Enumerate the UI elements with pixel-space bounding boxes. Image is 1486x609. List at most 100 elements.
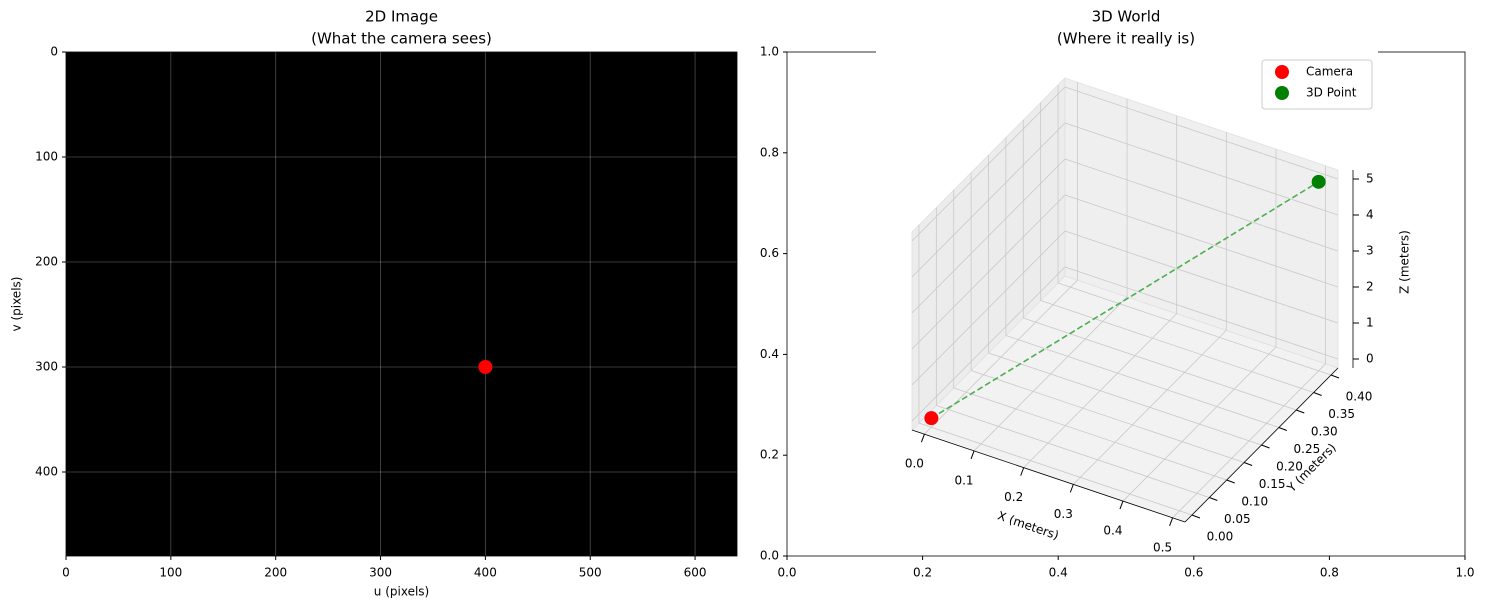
x-tick — [920, 434, 925, 443]
grid-line — [1064, 158, 1339, 252]
y-tick — [1261, 444, 1270, 449]
point — [1311, 174, 1326, 189]
x-tick-label: 300 — [369, 566, 392, 580]
y-tick — [1278, 427, 1288, 431]
plot-background — [66, 52, 737, 556]
grid-line — [918, 422, 1193, 516]
point — [924, 411, 939, 426]
grid-line — [988, 352, 1262, 446]
y-tick — [1226, 479, 1235, 484]
y-tick-label: 0.4 — [760, 347, 779, 361]
y-tick-label: 0.10 — [1241, 495, 1268, 509]
y-tick-label: 0.6 — [760, 246, 779, 260]
z-tick-label: 3 — [1366, 244, 1374, 258]
grid-line — [936, 405, 1210, 498]
y-tick-label: 0.35 — [1328, 407, 1355, 421]
x-tick-label: 0.5 — [1153, 540, 1172, 554]
chart-title: 2D Image — [365, 8, 438, 26]
y-tick — [1330, 374, 1340, 379]
x-tick-label: 0.2 — [1004, 490, 1023, 504]
y-tick-label: 0.20 — [1276, 460, 1303, 474]
x-tick-label: 0.3 — [1054, 507, 1073, 521]
z-tick-label: 2 — [1366, 280, 1374, 294]
legend-marker — [1275, 86, 1289, 100]
x-tick — [1169, 517, 1174, 526]
legend-label: Camera — [1306, 65, 1353, 79]
x-tick-label: 100 — [159, 566, 182, 580]
x-tick-label: 0.4 — [1103, 524, 1122, 538]
y-axis-label: v (pixels) — [10, 277, 24, 332]
sight-line — [930, 181, 1320, 419]
x-tick-label: 200 — [264, 566, 287, 580]
grid-line — [1064, 122, 1339, 216]
x-tick-label: 0.4 — [1049, 566, 1068, 580]
x-tick-label: 0 — [62, 566, 70, 580]
y-tick-label: 400 — [35, 465, 58, 479]
z-tick-label: 5 — [1366, 172, 1374, 186]
y-tick-label: 0.25 — [1294, 442, 1321, 456]
y-tick-label: 0 — [50, 45, 58, 59]
y-tick — [1296, 409, 1305, 414]
grid-line — [911, 122, 1066, 278]
grid-line — [1040, 300, 1314, 393]
x-tick-label: 400 — [474, 566, 497, 580]
grid-line — [911, 230, 1066, 386]
grid-line — [911, 86, 1066, 242]
y-tick-label: 0.2 — [760, 448, 779, 462]
x-tick-label: 0.0 — [905, 457, 924, 471]
grid-line — [1064, 194, 1339, 288]
grid-line — [911, 266, 1066, 422]
grid-line — [911, 194, 1066, 350]
y-tick-label: 0.15 — [1259, 477, 1286, 491]
point — [478, 360, 493, 374]
grid-line — [1023, 317, 1297, 411]
y-tick — [1191, 514, 1201, 519]
legend-label: 3D Point — [1306, 86, 1357, 100]
chart-title: (Where it really is) — [1057, 30, 1195, 48]
y-tick-label: 0.30 — [1311, 425, 1338, 439]
y-tick — [1313, 392, 1322, 396]
y-tick — [1243, 462, 1253, 466]
z-tick-label: 0 — [1366, 352, 1374, 366]
x-tick — [970, 450, 975, 460]
y-tick-label: 0.00 — [1207, 530, 1234, 544]
z-tick-label: 1 — [1366, 316, 1374, 330]
x-axis-line — [911, 429, 1186, 523]
x-axis-label: u (pixels) — [374, 585, 429, 599]
x-tick — [1069, 484, 1074, 493]
y-tick-label: 0.05 — [1224, 512, 1251, 526]
x-tick-label: 500 — [579, 566, 602, 580]
z-tick-label: 4 — [1366, 208, 1374, 222]
y-tick — [1209, 497, 1218, 501]
x-tick-label: 0.6 — [1184, 566, 1203, 580]
x-tick-label: 0.2 — [913, 566, 932, 580]
grid-line — [1064, 86, 1339, 180]
y-tick-label: 100 — [35, 150, 58, 164]
y-axis-line — [1184, 367, 1339, 523]
chart-title: 3D World — [1092, 8, 1161, 26]
x-tick-label: 600 — [684, 566, 707, 580]
y-tick-label: 1.0 — [760, 45, 779, 59]
legend-marker — [1275, 65, 1289, 79]
x-tick — [1020, 467, 1025, 476]
x-tick-label: 0.8 — [1320, 566, 1339, 580]
x-tick-label: 1.0 — [1455, 566, 1474, 580]
grid-line — [1064, 230, 1339, 324]
x-tick-label: 0.1 — [954, 473, 973, 487]
plot-frame — [65, 51, 738, 557]
y-tick-label: 0.8 — [760, 145, 779, 159]
grid-line — [970, 370, 1245, 463]
y-tick-label: 0.0 — [760, 549, 779, 563]
x-tick-label: 0.0 — [777, 566, 796, 580]
legend-box — [1261, 59, 1373, 110]
y-tick-label: 0.40 — [1346, 390, 1373, 404]
grid-line — [911, 158, 1066, 314]
grid-line — [1057, 282, 1332, 376]
y-tick-label: 200 — [35, 255, 58, 269]
z-axis-label: Z (meters) — [1398, 230, 1412, 294]
x-tick — [1119, 500, 1124, 510]
grid-line — [1064, 266, 1339, 360]
grid-line — [1005, 335, 1280, 428]
chart-title: (What the camera sees) — [311, 30, 492, 48]
